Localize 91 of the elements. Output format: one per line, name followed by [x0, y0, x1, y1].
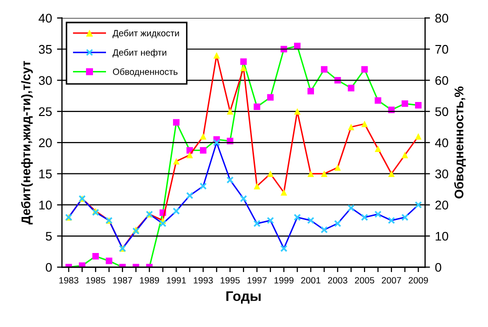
- point: [92, 253, 99, 260]
- x-axis-title: Годы: [226, 291, 261, 304]
- point: [388, 170, 395, 177]
- y2-axis-title: Обводненность,%: [454, 86, 466, 198]
- point: [361, 120, 368, 128]
- y-tick-label: 10: [39, 200, 52, 210]
- legend-label: Обводненность: [112, 68, 178, 77]
- legend-label: Дебит нефти: [112, 48, 166, 58]
- point: [226, 108, 234, 115]
- point: [240, 195, 248, 202]
- y2-tick-label: 50: [435, 107, 448, 116]
- point: [280, 189, 288, 196]
- point: [347, 204, 355, 212]
- y-tick-label: 0: [46, 262, 52, 272]
- point: [307, 216, 314, 224]
- x-tick-label: 2005: [354, 277, 374, 284]
- y2-tick-label: 80: [435, 14, 448, 23]
- point: [173, 119, 180, 126]
- point: [267, 170, 274, 177]
- point: [374, 146, 382, 152]
- y2-tick-label: 70: [435, 44, 448, 54]
- point: [401, 214, 408, 221]
- x-tick-label: 1991: [166, 277, 186, 284]
- point: [402, 100, 408, 107]
- y-tick-label: 20: [38, 138, 52, 148]
- point: [360, 214, 368, 221]
- x-tick-label: 2009: [408, 277, 428, 284]
- point: [348, 84, 354, 92]
- point: [254, 103, 260, 110]
- x-tick-label: 2007: [382, 277, 402, 284]
- point: [172, 207, 180, 215]
- x-tick-label: 1987: [113, 277, 132, 284]
- point: [226, 176, 234, 184]
- x-tick-label: 1993: [194, 277, 213, 284]
- point: [414, 201, 422, 208]
- y2-tick-label: 40: [435, 138, 448, 148]
- y2-tick-label: 30: [435, 170, 448, 178]
- legend-label: Дебит жидкости: [112, 30, 179, 38]
- point: [213, 52, 220, 59]
- point: [307, 170, 314, 177]
- point: [320, 170, 328, 177]
- x-tick-label: 2001: [301, 277, 320, 284]
- y-tick-label: 40: [38, 14, 52, 23]
- point: [402, 152, 408, 158]
- point: [267, 94, 274, 101]
- point: [253, 220, 261, 228]
- point: [334, 220, 342, 228]
- point: [186, 192, 194, 200]
- point: [320, 226, 328, 234]
- point: [159, 220, 166, 228]
- y2-tick-label: 20: [435, 200, 448, 210]
- x-tick-label: 1995: [220, 277, 240, 284]
- point: [374, 210, 382, 218]
- point: [254, 182, 260, 190]
- x-tick-label: 2003: [328, 277, 348, 284]
- point: [200, 182, 207, 190]
- x-tick-label: 1999: [274, 277, 294, 284]
- point: [280, 244, 288, 252]
- point: [173, 158, 180, 165]
- point: [361, 66, 368, 73]
- point: [415, 133, 422, 140]
- point: [294, 214, 301, 221]
- y-axis-title: Дебит(нефти,жид-ти),т/сут: [21, 60, 33, 224]
- y-tick-label: 35: [38, 44, 52, 54]
- y-tick-label: 15: [39, 170, 52, 178]
- x-tick-label: 1985: [86, 277, 106, 284]
- point: [348, 124, 354, 130]
- y2-tick-label: 0: [435, 262, 442, 272]
- y2-tick-label: 60: [435, 76, 448, 85]
- point: [334, 164, 341, 171]
- x-tick-label: 1989: [140, 277, 159, 284]
- x-tick-label: 1997: [248, 277, 267, 284]
- y-tick-label: 25: [38, 107, 52, 116]
- point: [200, 133, 206, 140]
- point: [320, 66, 328, 73]
- x-tick-label: 1983: [59, 277, 78, 284]
- y-tick-label: 5: [46, 232, 52, 241]
- y-tick-label: 30: [38, 76, 52, 85]
- point: [200, 147, 206, 154]
- point: [266, 216, 274, 224]
- point: [240, 64, 247, 72]
- point: [106, 258, 112, 264]
- point: [307, 88, 314, 94]
- point: [294, 108, 301, 115]
- point: [374, 97, 382, 104]
- point: [240, 58, 247, 65]
- point: [186, 152, 193, 158]
- point: [415, 102, 422, 108]
- point: [213, 138, 220, 146]
- point: [388, 216, 396, 224]
- y2-tick-label: 10: [436, 232, 448, 241]
